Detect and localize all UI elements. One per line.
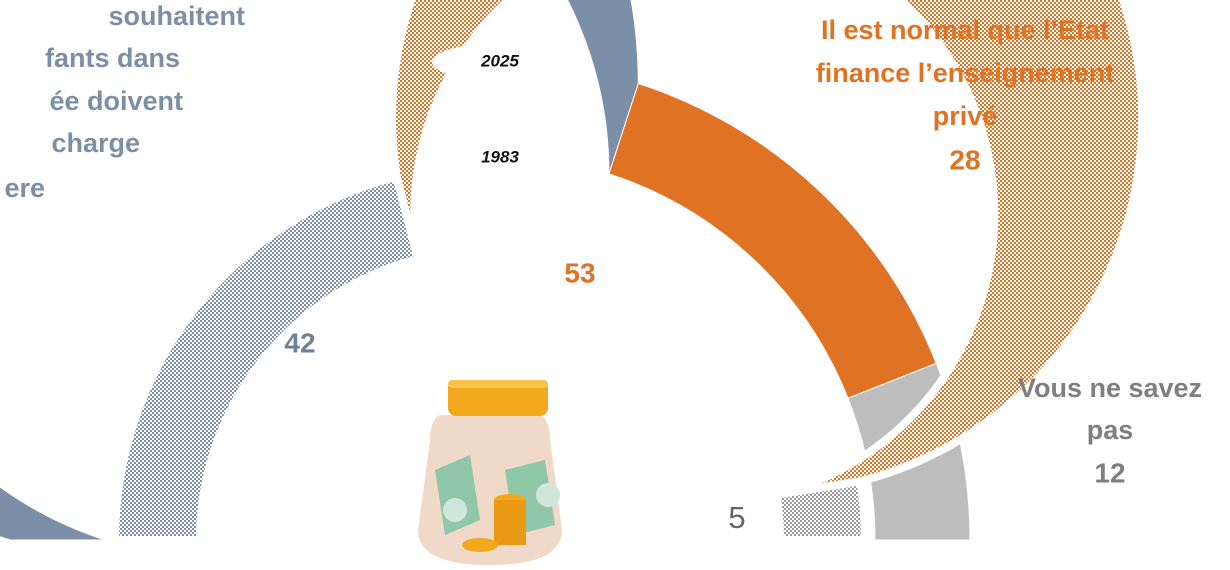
value-label: 53 <box>564 257 595 288</box>
category-label: fants dans <box>45 43 180 73</box>
series-name: 1983 <box>481 147 519 166</box>
value-label: 5 <box>728 500 745 535</box>
ring-segment <box>388 0 1147 499</box>
category-label: finance l’enseignement <box>816 58 1115 88</box>
rings <box>0 0 1147 544</box>
category-label: souhaitent <box>108 1 245 31</box>
category-label: pas <box>1087 415 1134 445</box>
category-label: charge <box>51 128 140 158</box>
series-badge <box>432 139 568 177</box>
category-label: Il est normal que l’Etat <box>821 15 1109 45</box>
value-label: 12 <box>1094 457 1125 488</box>
category-label: ée doivent <box>49 86 183 116</box>
series-name: 2025 <box>480 51 519 70</box>
category-label: ere <box>4 173 45 203</box>
value-label: 28 <box>949 144 980 175</box>
category-label: privé <box>933 101 998 131</box>
ring-segment <box>608 82 937 399</box>
category-label: Vous ne savez <box>1018 373 1202 403</box>
value-label: 42 <box>284 327 315 358</box>
jar-illustration <box>418 380 562 565</box>
ring-segment <box>110 171 423 544</box>
ring-segment <box>0 0 639 541</box>
ring-segment <box>771 476 870 544</box>
series-badge <box>432 43 568 81</box>
